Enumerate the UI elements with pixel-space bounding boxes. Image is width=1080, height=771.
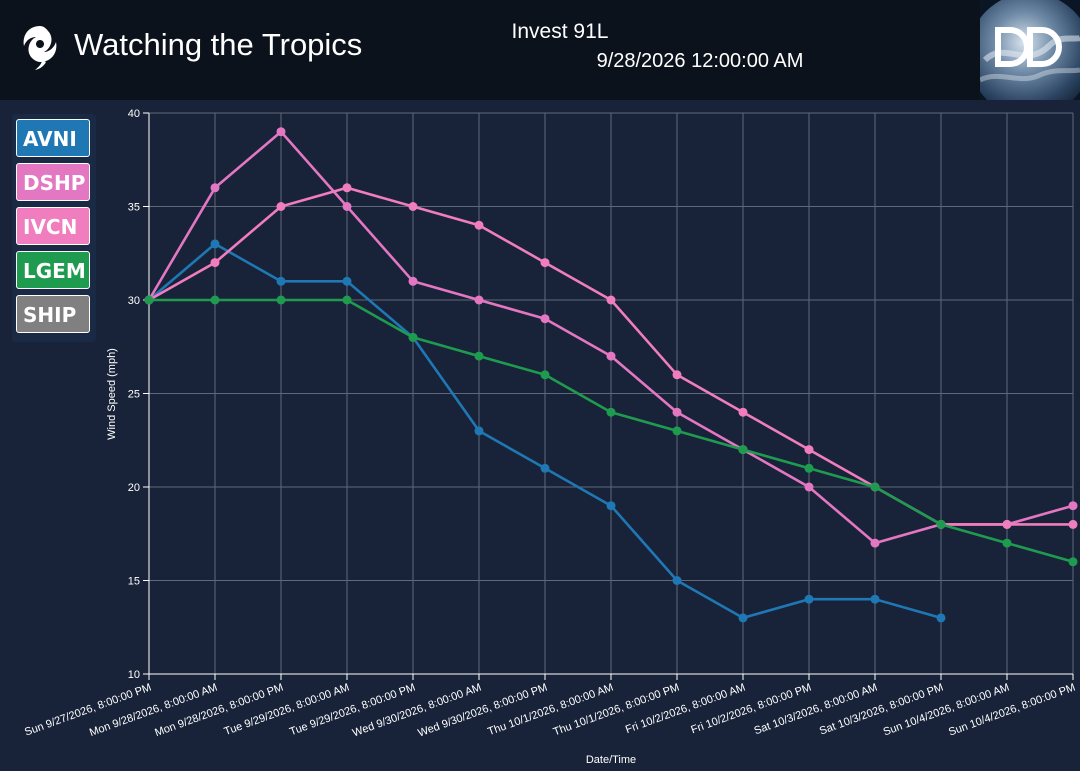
hurricane-icon (23, 26, 57, 70)
x-tick-label: Thu 10/1/2026, 8:00:00 PM (552, 682, 681, 739)
data-point-avni[interactable] (540, 463, 550, 473)
data-point-lgem[interactable] (738, 445, 748, 455)
data-point-dshp[interactable] (606, 351, 616, 361)
data-point-ivcn[interactable] (408, 202, 418, 211)
data-point-avni[interactable] (276, 276, 286, 286)
data-point-dshp[interactable] (1068, 501, 1078, 511)
y-tick-label: 35 (128, 202, 140, 214)
y-tick-label: 20 (128, 482, 140, 494)
data-point-ivcn[interactable] (804, 445, 814, 455)
x-axis-title: Date/Time (586, 754, 636, 766)
data-point-dshp[interactable] (672, 407, 682, 417)
data-point-ivcn[interactable] (738, 407, 748, 417)
data-point-ivcn[interactable] (606, 295, 616, 305)
data-point-avni[interactable] (342, 276, 352, 286)
x-tick-label: Thu 10/1/2026, 8:00:00 AM (486, 682, 615, 739)
x-tick-label: Fri 10/2/2026, 8:00:00 AM (624, 682, 747, 737)
data-point-lgem[interactable] (276, 295, 286, 305)
y-axis-ticks: 10 15 20 25 30 35 40 (128, 108, 149, 681)
data-point-lgem[interactable] (606, 407, 616, 417)
data-point-avni[interactable] (210, 239, 220, 249)
brand-logo (980, 0, 1080, 100)
data-point-dshp[interactable] (804, 482, 814, 492)
data-point-lgem[interactable] (1068, 557, 1078, 567)
data-point-lgem[interactable] (408, 332, 418, 342)
data-point-ivcn[interactable] (540, 258, 550, 268)
data-point-avni[interactable] (474, 426, 484, 436)
data-point-lgem[interactable] (804, 463, 814, 473)
data-point-dshp[interactable] (870, 538, 880, 548)
data-point-lgem[interactable] (870, 482, 880, 492)
legend-button-lgem[interactable]: LGEM (16, 251, 90, 289)
data-point-avni[interactable] (672, 576, 682, 585)
data-point-ivcn[interactable] (210, 258, 220, 268)
x-tick-label: Sun 10/4/2026, 8:00:00 AM (882, 682, 1011, 739)
data-point-dshp[interactable] (210, 183, 220, 193)
data-point-lgem[interactable] (1002, 538, 1012, 548)
model-legend: AVNI DSHP IVCN LGEM SHIP (12, 114, 96, 342)
data-point-dshp[interactable] (474, 295, 484, 305)
chart-grid (148, 112, 1074, 675)
data-point-lgem[interactable] (672, 426, 682, 436)
legend-button-ivcn[interactable]: IVCN (16, 207, 90, 245)
data-point-ivcn[interactable] (276, 202, 286, 211)
y-axis-title: Wind Speed (mph) (106, 348, 118, 440)
data-point-avni[interactable] (606, 501, 616, 511)
app-title: Watching the Tropics (74, 27, 363, 62)
data-point-lgem[interactable] (936, 519, 946, 529)
storm-time: 9/28/2026 12:00:00 AM (596, 50, 804, 72)
x-tick-label: Sun 10/4/2026, 8:00:00 PM (947, 682, 1077, 739)
data-point-avni[interactable] (936, 613, 946, 623)
data-point-ivcn[interactable] (1068, 519, 1078, 529)
y-tick-label: 15 (128, 576, 140, 588)
wind-speed-chart: 10 15 20 25 30 35 40 Sun 9/27/2026, 8:00:00 PM… (23, 108, 1078, 766)
data-point-avni[interactable] (738, 613, 748, 623)
y-tick-label: 40 (128, 108, 140, 120)
data-point-ivcn[interactable] (342, 183, 352, 193)
y-tick-label: 25 (128, 389, 140, 401)
x-tick-label: Fri 10/2/2026, 8:00:00 PM (689, 682, 813, 737)
data-point-dshp[interactable] (342, 202, 352, 211)
data-point-dshp[interactable] (540, 314, 550, 324)
data-point-lgem[interactable] (342, 295, 352, 305)
x-tick-label: Sat 10/3/2026, 8:00:00 AM (753, 682, 880, 738)
data-point-dshp[interactable] (276, 127, 286, 137)
data-point-avni[interactable] (804, 594, 814, 604)
data-point-dshp[interactable] (408, 276, 418, 286)
storm-name: Invest 91L (511, 20, 609, 43)
data-point-lgem[interactable] (210, 295, 220, 305)
data-point-ivcn[interactable] (1002, 519, 1012, 529)
chart-series (144, 127, 1078, 623)
data-point-ivcn[interactable] (672, 370, 682, 380)
legend-button-dshp[interactable]: DSHP (16, 163, 90, 201)
data-point-lgem[interactable] (474, 351, 484, 361)
x-tick-label: Tue 9/29/2026, 8:00:00 AM (223, 682, 351, 739)
y-tick-label: 10 (128, 669, 140, 681)
y-tick-label: 30 (128, 295, 140, 307)
legend-button-avni[interactable]: AVNI (16, 119, 90, 157)
header-bar: Watching the Tropics Invest 91L 9/28/202… (0, 0, 1080, 100)
data-point-ivcn[interactable] (474, 220, 484, 230)
data-point-lgem[interactable] (540, 370, 550, 380)
data-point-avni[interactable] (870, 594, 880, 604)
legend-button-ship[interactable]: SHIP (16, 295, 90, 333)
data-point-lgem[interactable] (144, 295, 154, 305)
